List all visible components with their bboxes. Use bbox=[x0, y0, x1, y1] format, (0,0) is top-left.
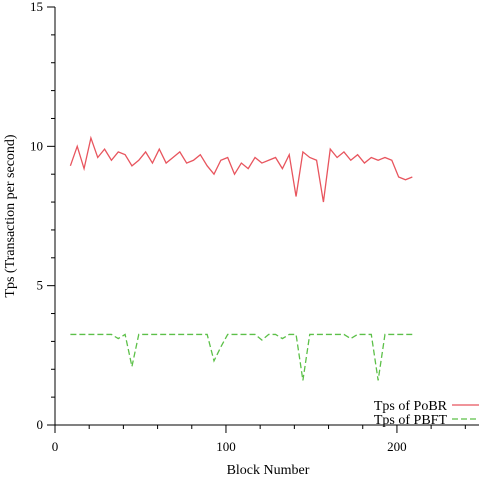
y-tick-label: 10 bbox=[30, 138, 43, 153]
y-tick-label: 0 bbox=[37, 417, 44, 432]
x-axis-label: Block Number bbox=[227, 463, 310, 478]
legend-label: Tps of PBFT bbox=[374, 413, 448, 428]
x-tick-label: 200 bbox=[387, 439, 407, 454]
y-tick-label: 5 bbox=[37, 278, 44, 293]
legend-label: Tps of PoBR bbox=[374, 399, 448, 414]
series-line bbox=[69, 135, 413, 203]
x-tick-label: 100 bbox=[216, 439, 236, 454]
x-tick-label: 0 bbox=[52, 439, 59, 454]
y-axis-label: Tps (Transaction per second) bbox=[3, 134, 18, 298]
series-line bbox=[70, 333, 413, 381]
y-tick-label: 15 bbox=[30, 0, 43, 14]
